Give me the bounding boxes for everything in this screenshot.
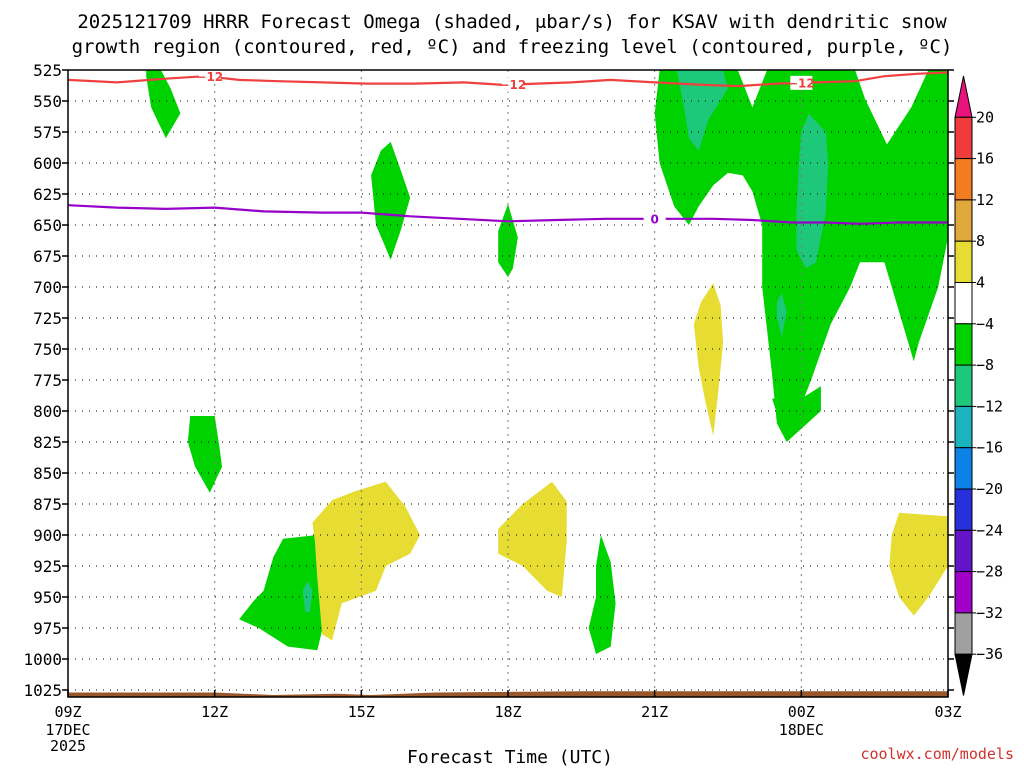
chart-title-line1: 2025121709 HRRR Forecast Omega (shaded, … [77,11,947,33]
colorbar-label-6: −4 [976,315,994,333]
omega-region-14 [498,481,567,597]
colorbar-swatch-6 [954,282,973,325]
omega-region-8 [772,386,821,442]
colorbar-swatch-2 [954,116,973,160]
omega-region-11 [776,293,787,337]
y-tick-label-600: 600 [33,154,62,173]
omega-shaded-regions [146,70,948,654]
y-tick-label-975: 975 [33,619,62,638]
y-tick-label-900: 900 [33,526,62,545]
colorbar-swatch-14 [954,612,973,655]
x-tick-label-18Z: 18Z [494,703,521,721]
colorbar-swatch-4 [954,199,973,242]
colorbar-label-4: 8 [976,232,985,250]
colorbar: 20 16 12 8 4 −4 −8 −12 −16 −20 −24 −28 −32 −36 [954,75,1003,696]
omega-region-5 [239,535,328,651]
omega-region-9 [676,70,728,151]
colorbar-label-8: −12 [976,397,1003,415]
colorbar-label-14: −36 [976,645,1003,663]
colorbar-swatch-10 [954,447,973,490]
y-tick-label-650: 650 [33,216,62,235]
colorbar-label-5: 4 [976,274,985,292]
colorbar-label-2: 16 [976,150,994,168]
x-tick-label-15Z: 15Z [348,703,375,721]
y-tick-label-725: 725 [33,309,62,328]
contour-label-bg [501,77,524,92]
y-tick-label-1025: 1025 [23,681,62,700]
y-tick-label-950: 950 [33,588,62,607]
colorbar-swatch-3 [954,158,973,201]
contour-labels: −12 −12 −12 0 [196,69,815,226]
x-tick-sublabel-17DEC: 17DEC [45,721,90,739]
omega-region-2 [371,141,411,260]
y-tick-label-525: 525 [33,61,62,80]
colorbar-label-9: −16 [976,439,1003,457]
colorbar-label-13: −32 [976,604,1003,622]
colorbar-swatch-13 [954,571,973,614]
y-tick-label-775: 775 [33,371,62,390]
colorbar-swatch-11 [954,488,973,531]
colorbar-swatch-1 [954,75,973,118]
y-tick-label-575: 575 [33,123,62,142]
omega-region-16 [889,512,948,616]
y-tick-label-925: 925 [33,557,62,576]
colorbar-label-3: 12 [976,191,994,209]
y-tick-label-700: 700 [33,278,62,297]
y-tick-label-825: 825 [33,433,62,452]
x-tick-label-00Z: 00Z [788,703,815,721]
contour-label-1-1: −12 [196,70,223,84]
omega-region-13 [312,481,420,641]
colorbar-swatch-8 [954,364,973,407]
omega-region-15 [693,283,724,436]
contour-line-2 [68,204,948,225]
y-tick-label-550: 550 [33,92,62,111]
x-tick-sublabel-2025: 2025 [50,737,86,755]
contour-label-1-3: −12 [788,76,815,90]
colorbar-label-1: 20 [976,108,994,126]
credit-text: coolwx.com/models [860,745,1014,763]
y-tick-label-625: 625 [33,185,62,204]
contour-label-bg [790,75,813,90]
contour-label-1-2: −12 [500,78,527,92]
contour-label-bg [643,211,666,226]
y-tick-label-875: 875 [33,495,62,514]
contour-line-1 [68,71,948,88]
omega-region-12 [302,580,313,612]
colorbar-swatch-7 [954,323,973,366]
colorbar-swatch-5 [954,240,973,283]
omega-region-4 [187,416,222,493]
temperature-contours [68,71,948,225]
omega-region-6 [588,535,616,654]
colorbar-swatch-9 [954,405,973,449]
y-tick-label-800: 800 [33,402,62,421]
x-tick-sublabel-18DEC: 18DEC [779,721,824,739]
x-tick-label-12Z: 12Z [201,703,228,721]
contour-label-bg [198,69,221,84]
y-tick-label-850: 850 [33,464,62,483]
colorbar-label-12: −28 [976,563,1003,581]
y-axis: 525 550 575 600 625 650 675 700 725 750 775 800 825 8… [23,61,954,700]
y-tick-label-750: 750 [33,340,62,359]
contour-label-2-1: 0 [650,212,658,226]
colorbar-label-10: −20 [976,480,1003,498]
y-tick-label-675: 675 [33,247,62,266]
colorbar-label-11: −24 [976,521,1003,539]
colorbar-swatch-12 [954,529,973,573]
chart-title-line2: growth region (contoured, red, ºC) and f… [72,36,953,58]
omega-region-10 [796,113,829,269]
x-tick-label-03Z: 03Z [934,703,961,721]
omega-region-1 [146,70,181,139]
y-tick-label-1000: 1000 [23,650,62,669]
colorbar-swatch-15 [954,653,973,696]
x-tick-label-09Z: 09Z [54,703,81,721]
x-tick-label-21Z: 21Z [641,703,668,721]
x-axis-title: Forecast Time (UTC) [407,747,613,768]
colorbar-label-7: −8 [976,356,994,374]
